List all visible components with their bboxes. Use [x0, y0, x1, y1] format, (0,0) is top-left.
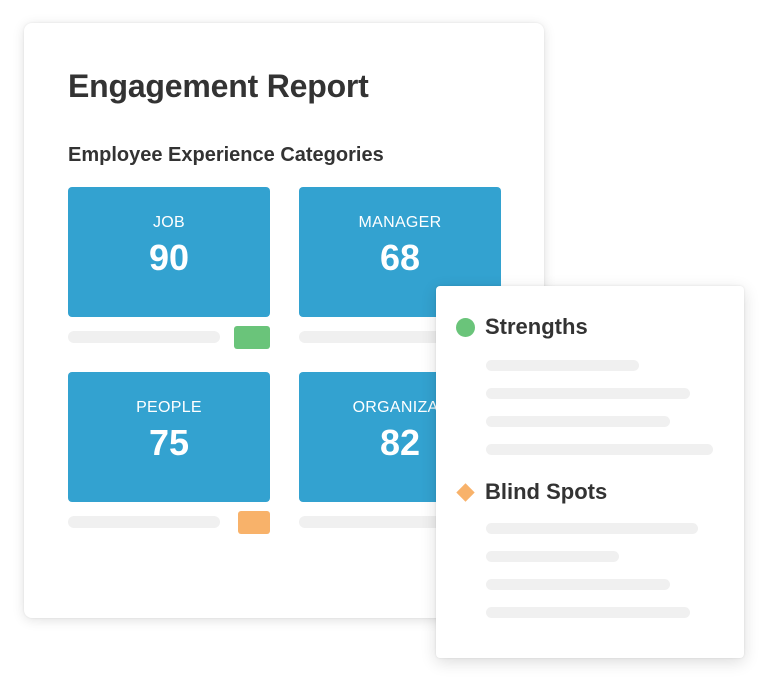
page-title: Engagement Report	[68, 68, 369, 104]
tile-label: ORGANIZAT	[352, 399, 448, 416]
tile-score: 90	[148, 237, 190, 278]
placeholder-line	[486, 416, 670, 427]
placeholder-line	[486, 523, 698, 534]
placeholder-bar	[68, 516, 220, 528]
insights-popup-card: Strengths Blind Spots	[436, 286, 744, 658]
tile-score: 68	[379, 237, 421, 278]
category-tile-people[interactable]: PEOPLE 75	[68, 372, 270, 502]
placeholder-line	[486, 607, 690, 618]
strengths-label: Strengths	[485, 314, 588, 339]
tile-score: 82	[379, 422, 421, 463]
category-tile-job[interactable]: JOB 90	[68, 187, 270, 317]
placeholder-line	[486, 444, 713, 455]
blind-spots-label: Blind Spots	[485, 479, 608, 504]
placeholder-bar	[68, 331, 220, 343]
strengths-heading: Strengths	[456, 314, 588, 340]
tile-label: PEOPLE	[136, 399, 202, 416]
orange-diamond-icon	[456, 482, 475, 502]
placeholder-line	[486, 579, 670, 590]
tile-label: MANAGER	[358, 214, 442, 231]
green-circle-icon	[456, 317, 475, 337]
placeholder-bar	[299, 331, 451, 343]
blind-spots-heading: Blind Spots	[456, 479, 607, 505]
placeholder-line	[486, 360, 639, 371]
tile-label: JOB	[152, 214, 186, 231]
placeholder-bar	[299, 516, 451, 528]
section-subtitle: Employee Experience Categories	[68, 144, 384, 166]
green-status-badge	[234, 326, 270, 349]
orange-status-badge	[238, 511, 270, 534]
placeholder-line	[486, 551, 619, 562]
tile-score: 75	[148, 422, 190, 463]
placeholder-line	[486, 388, 690, 399]
